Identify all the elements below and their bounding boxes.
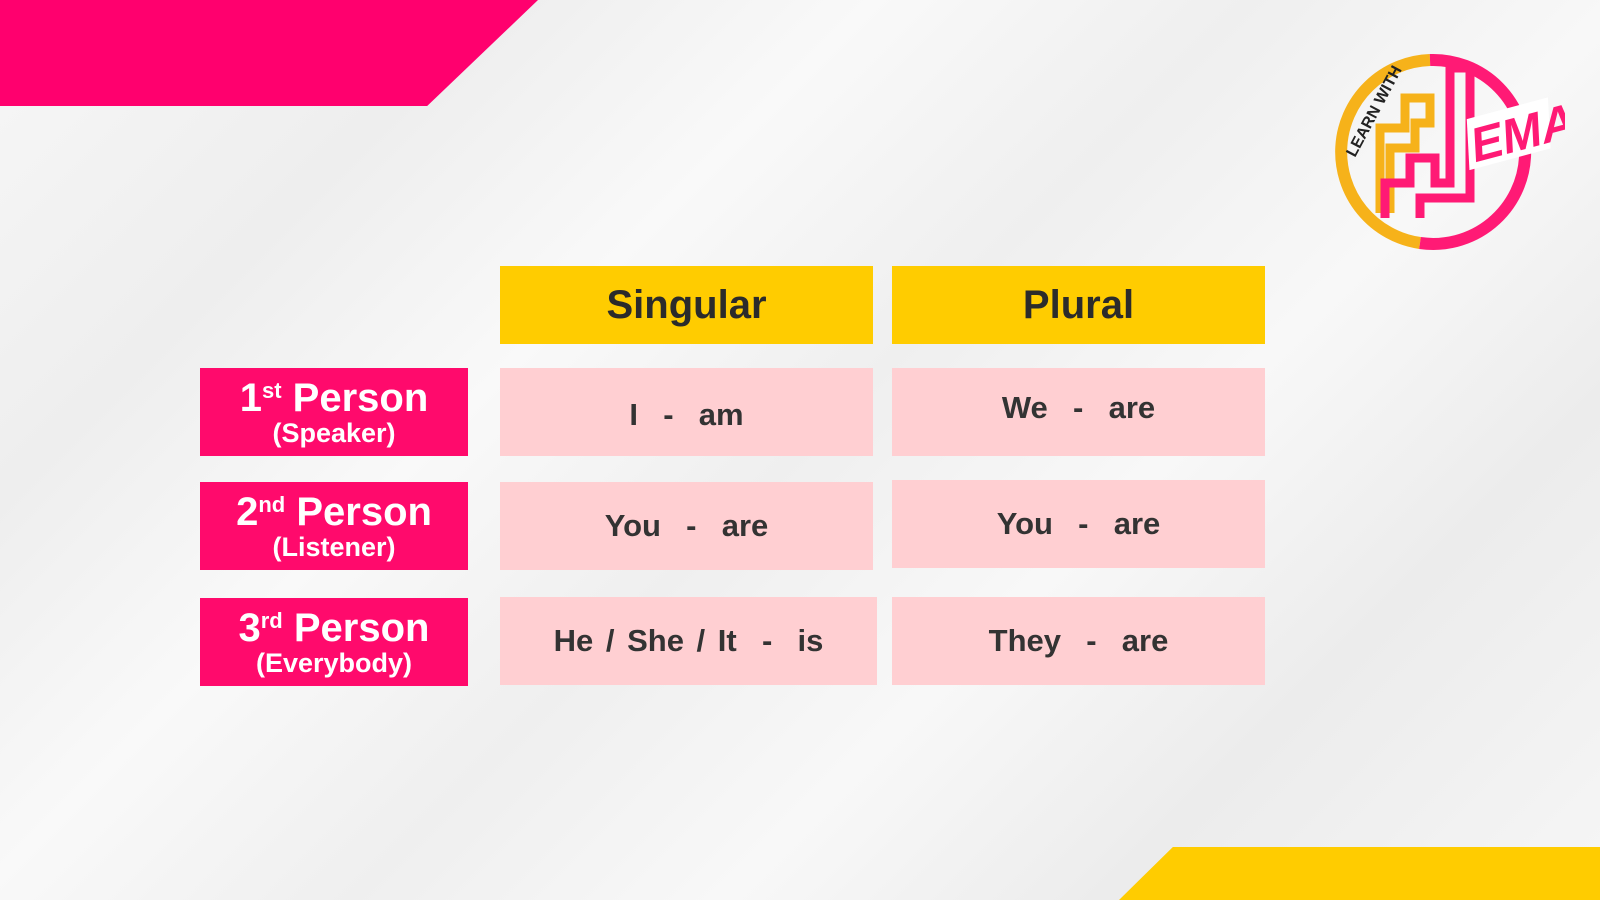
label: Person [293,605,430,650]
sublabel: (Speaker) [272,417,396,448]
row-label-first-person: 1st Person (Speaker) [200,368,468,456]
label: Person [292,375,429,420]
ordinal: 2 [236,489,259,534]
cell-second-plural: You - are [892,480,1265,568]
row-label-third-person: 3rd Person (Everybody) [200,598,468,686]
bottom-yellow-banner [1119,847,1600,900]
header-singular: Singular [500,266,873,344]
cell-third-plural: They - are [892,597,1265,685]
ordinal-suffix: rd [260,607,283,633]
cell-second-singular: You - are [500,482,873,570]
row-label-second-person: 2nd Person (Listener) [200,482,468,570]
cell-first-singular: I - am [500,368,873,456]
top-pink-banner [0,0,538,106]
cell-third-singular: He / She / It - is [500,597,877,685]
sublabel: (Everybody) [255,647,413,678]
header-plural: Plural [892,266,1265,344]
ordinal: 3 [238,605,261,650]
ordinal-suffix: nd [258,491,286,517]
cell-first-plural: We - are [892,368,1265,456]
ordinal-suffix: st [261,377,282,403]
ordinal: 1 [239,375,262,420]
sublabel: (Listener) [272,531,396,562]
learn-with-hema-logo: LEARN WITH EMA [1335,53,1565,250]
label: Person [296,489,432,534]
